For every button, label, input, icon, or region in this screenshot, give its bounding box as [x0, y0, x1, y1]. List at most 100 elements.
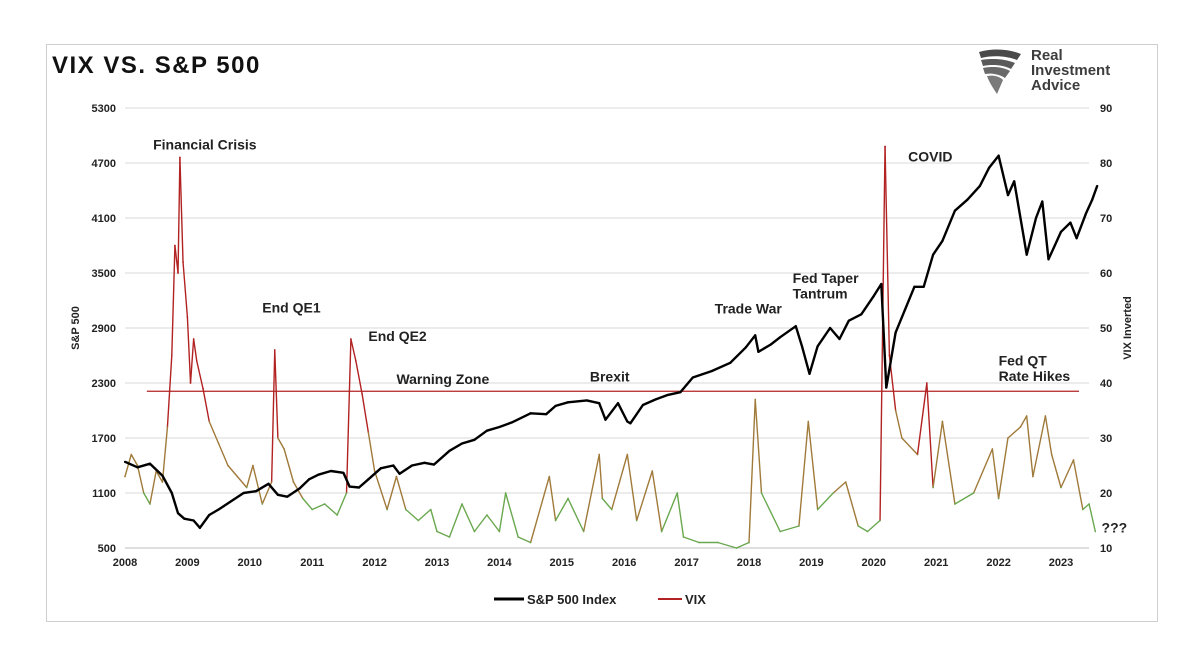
y-tick-label: 500: [98, 543, 116, 555]
x-tick-label: 2013: [425, 557, 449, 569]
sp500-point: [317, 473, 320, 476]
vix-line-segment: [832, 481, 847, 494]
x-tick-label: 2017: [674, 557, 698, 569]
vix-point: [660, 530, 663, 533]
sp500-point: [1059, 230, 1063, 233]
vix-line-segment: [1060, 459, 1075, 489]
sp500-point: [198, 526, 201, 529]
vix-line-segment: [954, 492, 975, 505]
chart-annotation: Rate Hikes: [999, 368, 1071, 384]
vix-line-segment: [149, 470, 157, 505]
vix-line-segment: [217, 442, 229, 467]
vix-point: [529, 541, 532, 544]
vix-line-segment: [166, 354, 173, 428]
vix-line-segment: [529, 475, 551, 544]
chart-annotation: Fed Taper: [793, 270, 859, 286]
vix-point: [676, 492, 679, 494]
vix-point: [361, 393, 363, 395]
vix-line-segment: [486, 514, 501, 533]
vix-line-segment: [845, 481, 859, 527]
vix-point: [174, 244, 176, 247]
vix-line-segment: [517, 536, 532, 544]
x-tick-label: 2019: [799, 557, 823, 569]
vix-line-segment: [498, 492, 507, 533]
vix-line-segment: [311, 503, 326, 511]
vix-line-segment: [682, 536, 700, 544]
sp500-point: [872, 294, 875, 298]
vix-point: [436, 530, 438, 533]
y2-tick-label: 20: [1100, 488, 1112, 500]
sp500-point: [800, 345, 804, 348]
sp500-point: [357, 486, 361, 489]
vix-line-segment: [991, 448, 1000, 500]
vix-line-segment: [626, 453, 638, 522]
vix-line-segment: [436, 530, 451, 538]
sp500-point: [498, 425, 501, 429]
vix-point: [1072, 459, 1075, 461]
vix-line-segment: [448, 503, 463, 538]
vix-point: [567, 497, 569, 500]
vix-point: [926, 382, 928, 384]
sp500-point: [616, 402, 620, 405]
vix-line-segment: [473, 514, 488, 533]
vix-line-segment: [367, 431, 376, 472]
vix-line-segment: [660, 492, 678, 533]
sp500-point: [276, 493, 279, 496]
vix-point: [130, 453, 133, 456]
sp500-point: [367, 478, 370, 481]
x-tick-label: 2016: [612, 557, 636, 569]
sp500-point: [729, 361, 732, 364]
vix-line-segment: [554, 497, 569, 522]
vix-point: [292, 481, 295, 483]
sp500-point: [1047, 258, 1050, 261]
x-tick-label: 2014: [487, 557, 512, 569]
vix-point: [991, 448, 994, 450]
x-tick-label: 2012: [362, 557, 386, 569]
sp500-point: [710, 369, 713, 373]
sp500-point: [217, 508, 220, 511]
sp500-point: [654, 398, 657, 401]
sp500-point: [1041, 200, 1044, 203]
vix-point: [161, 481, 164, 483]
sp500-point: [1075, 237, 1078, 240]
vix-point: [277, 437, 279, 439]
vix-line-segment: [735, 541, 750, 549]
vix-line-segment: [283, 448, 295, 483]
vix-line-segment: [1088, 503, 1097, 533]
vix-point: [601, 497, 604, 500]
sp500-point: [342, 471, 345, 474]
vix-point: [884, 145, 886, 148]
y-tick-label: 2900: [92, 323, 116, 335]
sp500-point: [666, 393, 669, 397]
vix-point: [754, 398, 757, 401]
sp500-point: [885, 386, 888, 389]
logo-line-2: Investment: [1031, 62, 1111, 79]
sp500-point: [894, 331, 897, 334]
vix-line-segment: [252, 464, 263, 505]
vix-line-segment: [417, 508, 432, 522]
vix-point: [1044, 415, 1047, 417]
y-tick-label: 5300: [92, 103, 116, 115]
y-axis-title: S&P 500: [70, 306, 82, 350]
vix-point: [355, 360, 357, 362]
sp500-point: [1096, 184, 1099, 188]
vix-point: [735, 547, 738, 549]
vix-point: [473, 530, 476, 533]
vix-point: [651, 470, 654, 472]
vix-line-segment: [582, 453, 600, 533]
vix-line-segment: [430, 508, 438, 533]
vix-point: [517, 536, 519, 538]
sp500-point: [838, 337, 841, 341]
vix-point: [916, 453, 919, 456]
vix-line-segment: [1032, 415, 1047, 478]
sp500-point: [286, 495, 289, 498]
vix-line-segment: [136, 464, 145, 494]
vix-line-segment: [941, 420, 956, 505]
vix-line-segment: [548, 475, 557, 522]
sp500-point: [1006, 193, 1010, 197]
vix-point: [548, 475, 551, 478]
vix-point: [149, 503, 151, 505]
sp500-point: [679, 391, 682, 394]
x-tick-label: 2022: [986, 557, 1010, 569]
vix-line-segment: [611, 453, 629, 511]
